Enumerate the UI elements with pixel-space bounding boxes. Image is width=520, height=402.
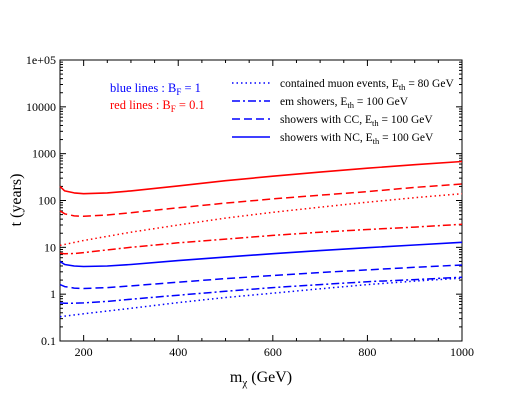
legend-label-dotted: contained muon events, Eth = 80 GeV	[280, 78, 454, 92]
y-tick-label: 1	[50, 287, 56, 301]
x-tick-label: 800	[358, 345, 376, 359]
series-layer	[59, 160, 463, 318]
legend-label-dashdot: em showers, Eth = 100 GeV	[280, 96, 409, 110]
y-tick-label: 10	[44, 240, 56, 254]
series-line-blue-dashdot	[59, 276, 463, 304]
series-line-red-solid	[59, 160, 463, 195]
y-tick-label: 100	[38, 194, 56, 208]
color-key-red: red lines : BF = 0.1	[110, 98, 205, 114]
series-line-red-dashdot	[59, 223, 463, 255]
y-tick-label: 1000	[32, 147, 56, 161]
y-tick-label: 0.1	[41, 334, 56, 348]
series-line-red-dashed	[59, 183, 463, 218]
legend-label-solid: showers with NC, Eth = 100 GeV	[280, 132, 434, 146]
series-line-red-dotted	[59, 192, 463, 247]
x-tick-label: 1000	[450, 345, 474, 359]
y-axis-ticks: 0.1 1 10 100 1000 10000 1e+05	[26, 53, 462, 348]
series-line-blue-solid	[59, 241, 463, 268]
x-axis-label-unit: (GeV)	[247, 369, 292, 386]
x-tick-label: 400	[169, 345, 187, 359]
y-tick-label: 1e+05	[26, 53, 56, 67]
x-tick-label: 200	[75, 345, 93, 359]
x-tick-label: 600	[264, 345, 282, 359]
y-axis-label: t (years)	[8, 174, 25, 227]
series-line-blue-dotted	[59, 277, 463, 318]
y-tick-label: 10000	[26, 100, 56, 114]
series-line-blue-dashed	[59, 264, 463, 290]
color-key-blue: blue lines : BF = 1	[110, 81, 201, 97]
x-axis-label-main: m	[230, 369, 243, 386]
legend-label-dashed: showers with CC, Eth = 100 GeV	[280, 114, 433, 128]
x-axis-ticks: 200 400 600 800 1000	[59, 60, 474, 359]
x-axis-label: mχ (GeV)	[230, 369, 292, 389]
x-axis-label-sub: χ	[241, 377, 247, 389]
